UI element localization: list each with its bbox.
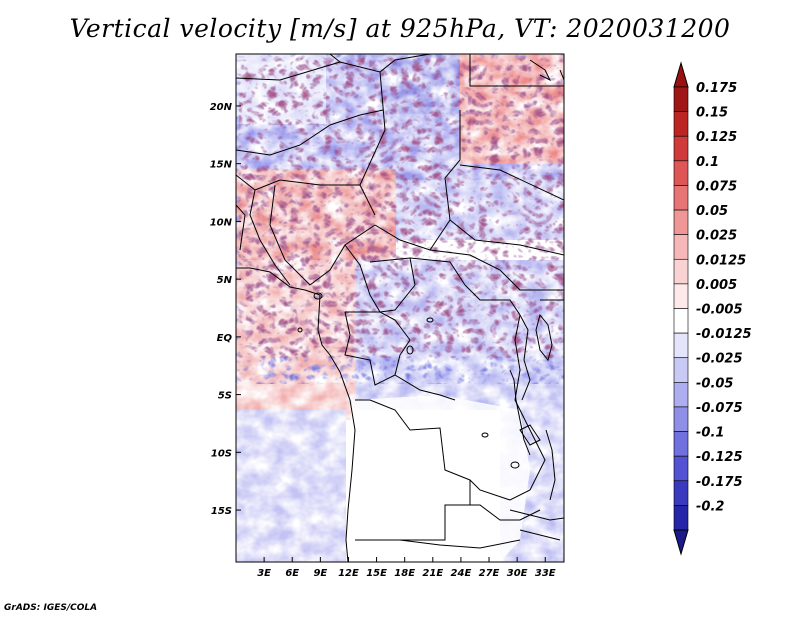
colorbar-label: 0.075 bbox=[696, 179, 737, 194]
lon-tick-label: 12E bbox=[338, 568, 359, 579]
colorbar-label: -0.025 bbox=[696, 352, 743, 367]
colorbar-swatch bbox=[673, 283, 689, 309]
lon-tick-label: 18E bbox=[394, 568, 415, 579]
colorbar-label: -0.0125 bbox=[696, 327, 752, 342]
colorbar-bottom-arrow bbox=[673, 529, 689, 556]
colorbar-swatch bbox=[673, 258, 689, 285]
colorbar-swatch bbox=[673, 332, 689, 359]
colorbar-label: -0.2 bbox=[696, 499, 724, 514]
lat-tick-label: 5N bbox=[217, 275, 233, 286]
colorbar-label: 0.025 bbox=[696, 229, 737, 244]
colorbar-swatch bbox=[673, 308, 689, 334]
lon-tick-label: 33E bbox=[535, 568, 556, 579]
colorbar-swatch bbox=[673, 455, 689, 482]
colorbar-swatch bbox=[673, 185, 689, 211]
lon-tick-label: 21E bbox=[422, 568, 443, 579]
colorbar-swatch bbox=[673, 111, 689, 137]
lat-tick-label: 15N bbox=[210, 160, 233, 171]
lon-tick-label: 24E bbox=[451, 568, 472, 579]
colorbar-label: -0.05 bbox=[696, 376, 733, 391]
colorbar-swatch bbox=[673, 86, 689, 112]
colorbar-label: -0.175 bbox=[696, 475, 743, 490]
colorbar-label: 0.125 bbox=[696, 130, 737, 145]
lat-tick-label: 15S bbox=[211, 506, 232, 517]
colorbar-swatch bbox=[673, 382, 689, 408]
lon-tick-label: 15E bbox=[366, 568, 387, 579]
colorbar-swatch bbox=[673, 209, 689, 235]
lat-tick-label: 10N bbox=[210, 217, 233, 228]
lon-tick-label: 9E bbox=[313, 568, 327, 579]
map-frame bbox=[235, 53, 565, 563]
colorbar-label: 0.175 bbox=[696, 81, 737, 96]
lon-tick-label: 3E bbox=[257, 568, 271, 579]
colorbar-swatch bbox=[673, 505, 689, 531]
longitude-axis: 3E 6E 9E 12E 15E 18E 21E 24E 27E 30E 33E bbox=[257, 557, 556, 579]
colorbar-top-arrow bbox=[673, 61, 689, 88]
colorbar-label: -0.1 bbox=[696, 426, 724, 441]
lon-tick-label: 27E bbox=[479, 568, 500, 579]
lat-tick-label: 20N bbox=[210, 102, 233, 113]
latitude-axis: 20N 15N 10N 5N EQ 5S 10S 15S bbox=[210, 102, 241, 517]
colorbar-swatch bbox=[673, 160, 689, 186]
colorbar-label: 0.05 bbox=[696, 204, 728, 219]
colorbar-label: -0.005 bbox=[696, 303, 743, 318]
grads-credit: GrADS: IGES/COLA bbox=[4, 603, 98, 613]
lat-tick-label: EQ bbox=[217, 333, 233, 344]
lon-tick-label: 30E bbox=[507, 568, 528, 579]
colorbar-swatch bbox=[673, 135, 689, 162]
colorbar-label: 0.005 bbox=[696, 278, 737, 293]
colorbar-label: -0.125 bbox=[696, 450, 743, 465]
colorbar-label: 0.15 bbox=[696, 106, 728, 121]
colorbar: 0.175 0.15 0.125 0.1 0.075 0.05 0.025 0.0125 0.0… bbox=[673, 61, 752, 556]
colorbar-label: 0.0125 bbox=[696, 253, 746, 268]
lat-tick-label: 10S bbox=[211, 448, 232, 459]
colorbar-label: -0.075 bbox=[696, 401, 743, 416]
velocity-field bbox=[236, 54, 564, 562]
lon-tick-label: 6E bbox=[285, 568, 299, 579]
lat-tick-label: 5S bbox=[218, 391, 232, 402]
country-borders bbox=[236, 54, 564, 562]
colorbar-label: 0.1 bbox=[696, 155, 719, 170]
colorbar-swatch bbox=[673, 234, 689, 260]
plot-title: Vertical velocity [m/s] at 925hPa, VT: 2… bbox=[69, 14, 731, 43]
colorbar-swatch bbox=[673, 431, 689, 457]
colorbar-swatch bbox=[673, 357, 689, 383]
colorbar-swatch bbox=[673, 406, 689, 432]
colorbar-swatch bbox=[673, 480, 689, 506]
